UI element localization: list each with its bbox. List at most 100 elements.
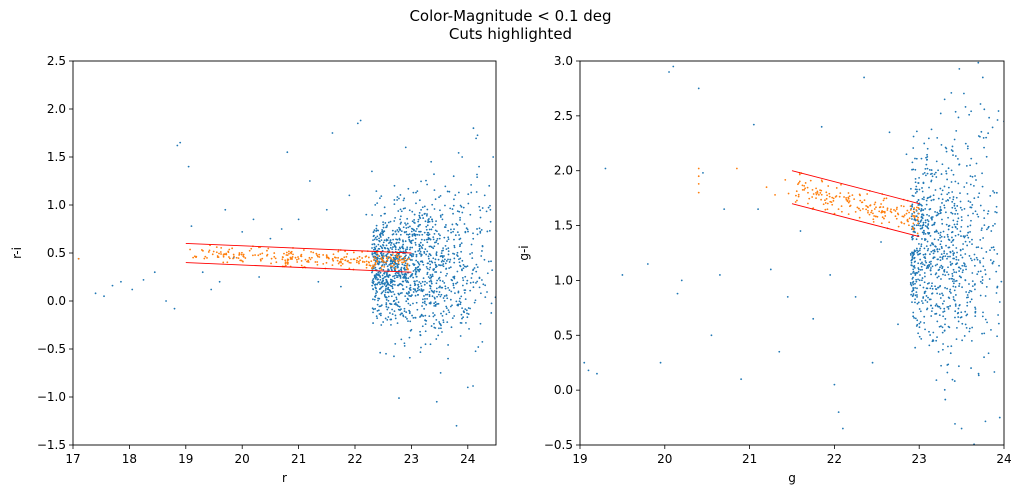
data-point bbox=[383, 263, 386, 266]
y-tick-label: 1.5 bbox=[47, 150, 66, 164]
data-point bbox=[917, 262, 920, 265]
data-point bbox=[434, 223, 437, 226]
data-point bbox=[407, 302, 410, 305]
selected-point bbox=[835, 195, 838, 197]
data-point bbox=[387, 286, 390, 289]
data-point bbox=[925, 158, 928, 161]
selected-point bbox=[394, 260, 397, 262]
data-point bbox=[926, 167, 929, 170]
data-point bbox=[400, 221, 402, 224]
data-point bbox=[404, 295, 407, 298]
data-point bbox=[441, 264, 443, 267]
data-point bbox=[409, 320, 412, 323]
data-point bbox=[955, 209, 958, 212]
data-point bbox=[928, 261, 931, 264]
data-point bbox=[943, 270, 946, 273]
data-point bbox=[912, 294, 914, 297]
data-point bbox=[941, 348, 944, 351]
data-point bbox=[451, 223, 454, 226]
data-point bbox=[410, 239, 413, 242]
selected-point bbox=[405, 266, 408, 269]
data-point bbox=[935, 339, 938, 342]
selected-point bbox=[281, 256, 284, 258]
data-point bbox=[402, 280, 405, 283]
data-point bbox=[941, 267, 944, 270]
data-point bbox=[382, 268, 385, 271]
data-point bbox=[931, 282, 933, 285]
data-point bbox=[390, 323, 392, 326]
selected-point bbox=[795, 194, 797, 197]
data-point bbox=[428, 220, 431, 223]
data-point bbox=[382, 226, 385, 229]
data-point bbox=[910, 293, 913, 296]
selected-point bbox=[284, 262, 287, 265]
data-point bbox=[442, 321, 445, 324]
data-point bbox=[439, 279, 442, 282]
data-point bbox=[956, 228, 959, 230]
data-point bbox=[989, 259, 992, 261]
selected-point bbox=[284, 261, 287, 264]
data-point bbox=[401, 245, 404, 248]
data-point bbox=[925, 245, 928, 248]
selected-point bbox=[822, 203, 825, 206]
data-point bbox=[395, 241, 398, 244]
data-point bbox=[210, 288, 213, 291]
selected-point bbox=[798, 180, 801, 183]
data-point bbox=[911, 238, 914, 241]
data-point bbox=[966, 304, 969, 307]
y-tick-label: 3.0 bbox=[554, 54, 573, 68]
data-point bbox=[924, 328, 926, 331]
data-point bbox=[474, 350, 477, 353]
data-point bbox=[387, 268, 389, 271]
data-point bbox=[935, 176, 938, 178]
data-point bbox=[925, 174, 927, 177]
data-point bbox=[422, 289, 425, 291]
data-point bbox=[429, 274, 432, 276]
selected-point bbox=[273, 255, 276, 258]
data-point bbox=[374, 248, 377, 251]
data-point bbox=[401, 273, 404, 276]
data-point bbox=[430, 160, 433, 163]
selected-point bbox=[812, 193, 815, 195]
data-point bbox=[403, 266, 406, 269]
data-point bbox=[977, 196, 980, 199]
data-point bbox=[372, 311, 374, 314]
data-point bbox=[444, 204, 446, 207]
data-point bbox=[917, 278, 919, 281]
selected-point bbox=[312, 251, 315, 254]
data-point bbox=[427, 255, 430, 258]
selected-point bbox=[885, 197, 888, 200]
data-point bbox=[979, 135, 981, 138]
data-point bbox=[410, 230, 413, 233]
data-point bbox=[919, 252, 922, 255]
data-point bbox=[469, 289, 472, 292]
data-point bbox=[973, 197, 976, 200]
data-point bbox=[829, 274, 832, 276]
data-point bbox=[943, 310, 946, 313]
data-point bbox=[398, 226, 400, 229]
data-point bbox=[959, 254, 962, 256]
selected-point bbox=[368, 261, 370, 264]
data-point bbox=[930, 267, 932, 269]
data-point bbox=[489, 208, 492, 211]
data-point bbox=[440, 260, 443, 263]
data-point bbox=[910, 187, 912, 190]
data-point bbox=[376, 229, 378, 232]
data-point bbox=[379, 305, 382, 308]
data-point bbox=[935, 160, 938, 163]
data-point bbox=[934, 189, 937, 191]
data-point bbox=[463, 291, 466, 294]
data-point bbox=[381, 264, 384, 266]
data-point bbox=[401, 312, 403, 315]
data-point bbox=[402, 207, 405, 210]
selected-point bbox=[912, 222, 915, 225]
data-point bbox=[922, 221, 925, 224]
selected-point bbox=[862, 207, 864, 210]
data-point bbox=[378, 281, 380, 284]
data-point bbox=[941, 292, 943, 295]
selected-point bbox=[917, 216, 919, 219]
selected-point bbox=[854, 210, 857, 213]
data-point bbox=[405, 254, 407, 257]
data-point bbox=[982, 257, 985, 260]
